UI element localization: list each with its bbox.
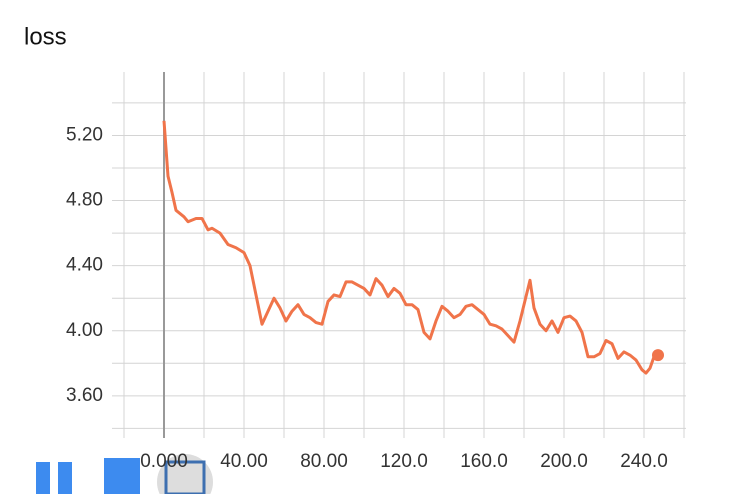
x-tick-label: 120.0 bbox=[380, 451, 428, 472]
x-tick-label: 200.0 bbox=[540, 451, 588, 472]
x-tick-label: 40.00 bbox=[220, 451, 268, 472]
x-tick-label: 0.000 bbox=[140, 451, 188, 472]
toolbar-icon bbox=[164, 460, 206, 494]
toolbar-button[interactable] bbox=[157, 454, 213, 494]
x-tick-label: 160.0 bbox=[460, 451, 508, 472]
series-line bbox=[162, 120, 659, 375]
y-tick-label: 3.60 bbox=[66, 385, 103, 406]
y-tick-label: 4.80 bbox=[66, 190, 103, 211]
y-tick-label: 5.20 bbox=[66, 124, 103, 145]
y-tick-label: 4.40 bbox=[66, 255, 103, 276]
y-tick-label: 4.00 bbox=[66, 320, 103, 341]
end-point bbox=[652, 349, 664, 362]
chart-title: loss bbox=[24, 23, 67, 50]
toolbar-button[interactable] bbox=[104, 458, 140, 494]
toolbar-icon[interactable] bbox=[36, 462, 50, 494]
x-tick-label: 240.0 bbox=[620, 451, 668, 472]
x-tick-label: 80.00 bbox=[300, 451, 348, 472]
toolbar-icon[interactable] bbox=[58, 462, 72, 494]
